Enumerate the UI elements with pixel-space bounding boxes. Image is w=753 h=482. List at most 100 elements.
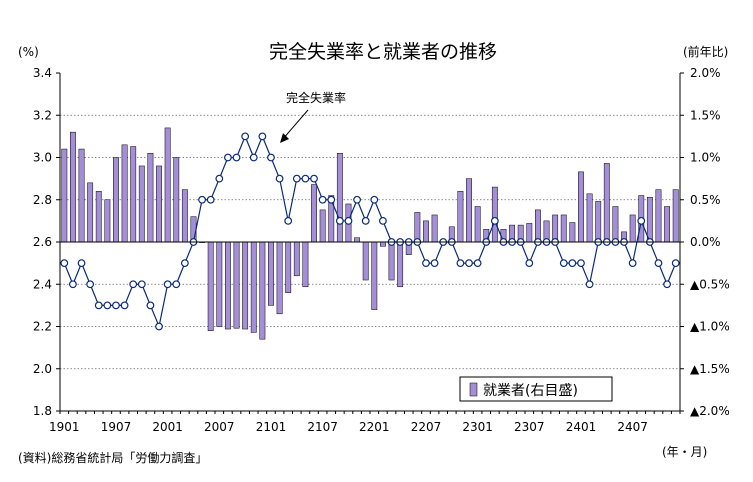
employment-bar [595, 201, 602, 243]
employment-bar [474, 206, 481, 243]
rate-point [379, 216, 387, 225]
legend-box [459, 376, 613, 402]
employment-bar [147, 153, 154, 243]
annotation-arrowhead [280, 133, 289, 143]
employment-bar [569, 222, 576, 243]
employment-bar [311, 184, 317, 243]
x-tick-label: 2401 [566, 420, 597, 434]
left-tick-label: 2.8 [33, 193, 52, 207]
left-tick-label: 1.8 [33, 404, 52, 418]
employment-bar [664, 206, 671, 243]
rate-point [465, 259, 473, 268]
x-axis-ticks: 1901 1907 2001 2007 2101 2107 2201 2207 2301 2307… [49, 411, 681, 434]
rate-point [344, 216, 353, 225]
employment-bar [371, 241, 378, 310]
employment-bar [293, 241, 300, 277]
right-tick-label: ▲1.0% [690, 320, 730, 334]
rate-point [361, 216, 370, 225]
employment-bar [130, 146, 137, 243]
employment-bar [431, 214, 438, 243]
rate-point [637, 216, 646, 225]
left-axis-ticks: 1.8 2.0 2.2 2.4 2.6 2.8 3.0 3.2 3.4 [33, 66, 60, 418]
employment-bar [466, 178, 472, 243]
x-tick-label: 2307 [514, 420, 545, 434]
x-tick-label: 2301 [462, 420, 493, 434]
unemployment-rate-line [60, 132, 680, 331]
rate-point [292, 174, 301, 183]
rate-point [206, 195, 215, 204]
rate-point [172, 280, 181, 289]
employment-bar [491, 186, 498, 243]
x-tick-label: 2001 [152, 420, 183, 434]
right-axis-unit: (前年比) [683, 44, 728, 59]
employment-bar [173, 157, 180, 243]
employment-bar [207, 241, 214, 331]
rate-point [559, 259, 568, 268]
employment-bar [69, 131, 76, 243]
employment-bar [578, 171, 584, 243]
rate-point [180, 259, 189, 268]
rate-point [60, 259, 69, 268]
rate-point [224, 153, 232, 162]
employment-bar [319, 209, 326, 243]
right-tick-label: 1.5% [690, 108, 721, 122]
employment-bar [104, 199, 111, 243]
x-tick-label: 2007 [204, 420, 235, 434]
employment-bar [655, 189, 662, 243]
employment-bar [612, 206, 619, 243]
employment-bar [397, 241, 404, 288]
rate-point [232, 153, 241, 162]
rate-point [671, 259, 680, 268]
rate-point [370, 195, 379, 204]
x-tick-label: 2207 [411, 420, 442, 434]
rate-point [241, 132, 250, 141]
right-tick-label: ▲0.5% [690, 277, 730, 291]
rate-annotation: 完全失業率 [286, 90, 346, 105]
rate-point [267, 153, 275, 162]
employment-bar [586, 193, 593, 243]
x-tick-label: 1907 [101, 420, 132, 434]
left-tick-label: 2.6 [33, 235, 52, 249]
x-tick-label: 2107 [307, 420, 338, 434]
left-tick-label: 3.4 [33, 66, 52, 80]
rate-point [103, 301, 112, 310]
rate-point [163, 280, 172, 289]
rate-point [473, 259, 482, 268]
axes [59, 73, 681, 412]
employment-bar [138, 165, 145, 243]
employment-bar [216, 241, 223, 327]
rate-point [490, 216, 499, 225]
right-tick-label: 0.5% [690, 193, 721, 207]
left-tick-label: 3.0 [33, 151, 52, 165]
employment-bar [672, 189, 679, 243]
rate-point [577, 259, 585, 268]
x-axis-unit: (年・月) [662, 445, 707, 459]
rate-point [456, 259, 465, 268]
rate-point [628, 259, 637, 268]
legend: 就業者(右目盛) [459, 376, 613, 402]
rate-point [112, 301, 120, 310]
employment-bar [388, 241, 395, 281]
rate-point [422, 259, 430, 268]
x-tick-label: 1901 [49, 420, 80, 434]
right-axis-ticks: ▲2.0% ▲1.5% ▲1.0% ▲0.5% 0.0% 0.5% 1.0% 1.5% 2.0% [680, 66, 730, 418]
rate-point [525, 259, 534, 268]
employment-bar [250, 241, 257, 333]
right-tick-label: 2.0% [690, 66, 721, 80]
x-tick-label: 2407 [617, 420, 648, 434]
employment-bar [362, 241, 369, 281]
employment-bar [233, 241, 240, 329]
rate-point [258, 132, 267, 141]
rate-point [77, 259, 86, 268]
x-tick-label: 2101 [256, 420, 287, 434]
employment-bar [61, 148, 68, 243]
rate-point [310, 174, 318, 183]
rate-point [284, 216, 293, 225]
employment-bar [423, 220, 429, 243]
left-axis-unit: (%) [18, 45, 39, 59]
rate-point [120, 301, 129, 310]
x-tick-label: 2201 [359, 420, 390, 434]
employment-bar [181, 189, 188, 243]
employment-bar [629, 214, 636, 243]
